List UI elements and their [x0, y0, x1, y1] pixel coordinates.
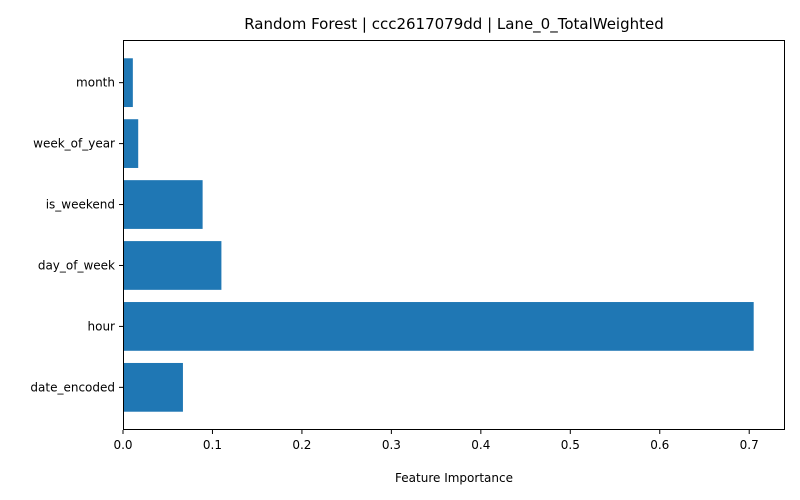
- bars-group: [123, 58, 754, 412]
- x-axis-label: Feature Importance: [395, 471, 513, 485]
- y-tick-label: hour: [88, 319, 116, 333]
- x-tick-label: 0.1: [203, 438, 222, 452]
- y-tick-label: date_encoded: [30, 380, 115, 394]
- chart-title: Random Forest | ccc2617079dd | Lane_0_To…: [244, 15, 664, 34]
- bar-hour: [123, 302, 754, 351]
- bar-is_weekend: [123, 180, 203, 229]
- y-tick-label: month: [76, 76, 115, 90]
- bar-week_of_year: [123, 119, 139, 168]
- x-tick-label: 0.3: [382, 438, 401, 452]
- x-tick-label: 0.7: [740, 438, 759, 452]
- y-tick-label: day_of_week: [38, 258, 115, 272]
- x-axis-ticks: 0.0 0.1 0.2 0.3 0.4 0.5 0.6 0.7: [113, 430, 759, 452]
- y-tick-label: week_of_year: [33, 137, 115, 151]
- bar-month: [123, 58, 133, 108]
- plot-area-frame: [123, 40, 785, 430]
- x-tick-label: 0.6: [650, 438, 669, 452]
- x-tick-label: 0.4: [471, 438, 490, 452]
- y-tick-label: is_weekend: [46, 198, 115, 212]
- x-tick-label: 0.5: [561, 438, 580, 452]
- bar-day_of_week: [123, 241, 222, 290]
- bar-date_encoded: [123, 362, 183, 412]
- x-tick-label: 0.2: [292, 438, 311, 452]
- x-tick-label: 0.0: [113, 438, 132, 452]
- y-axis-ticks: date_encoded hour day_of_week is_weekend wee…: [30, 76, 123, 394]
